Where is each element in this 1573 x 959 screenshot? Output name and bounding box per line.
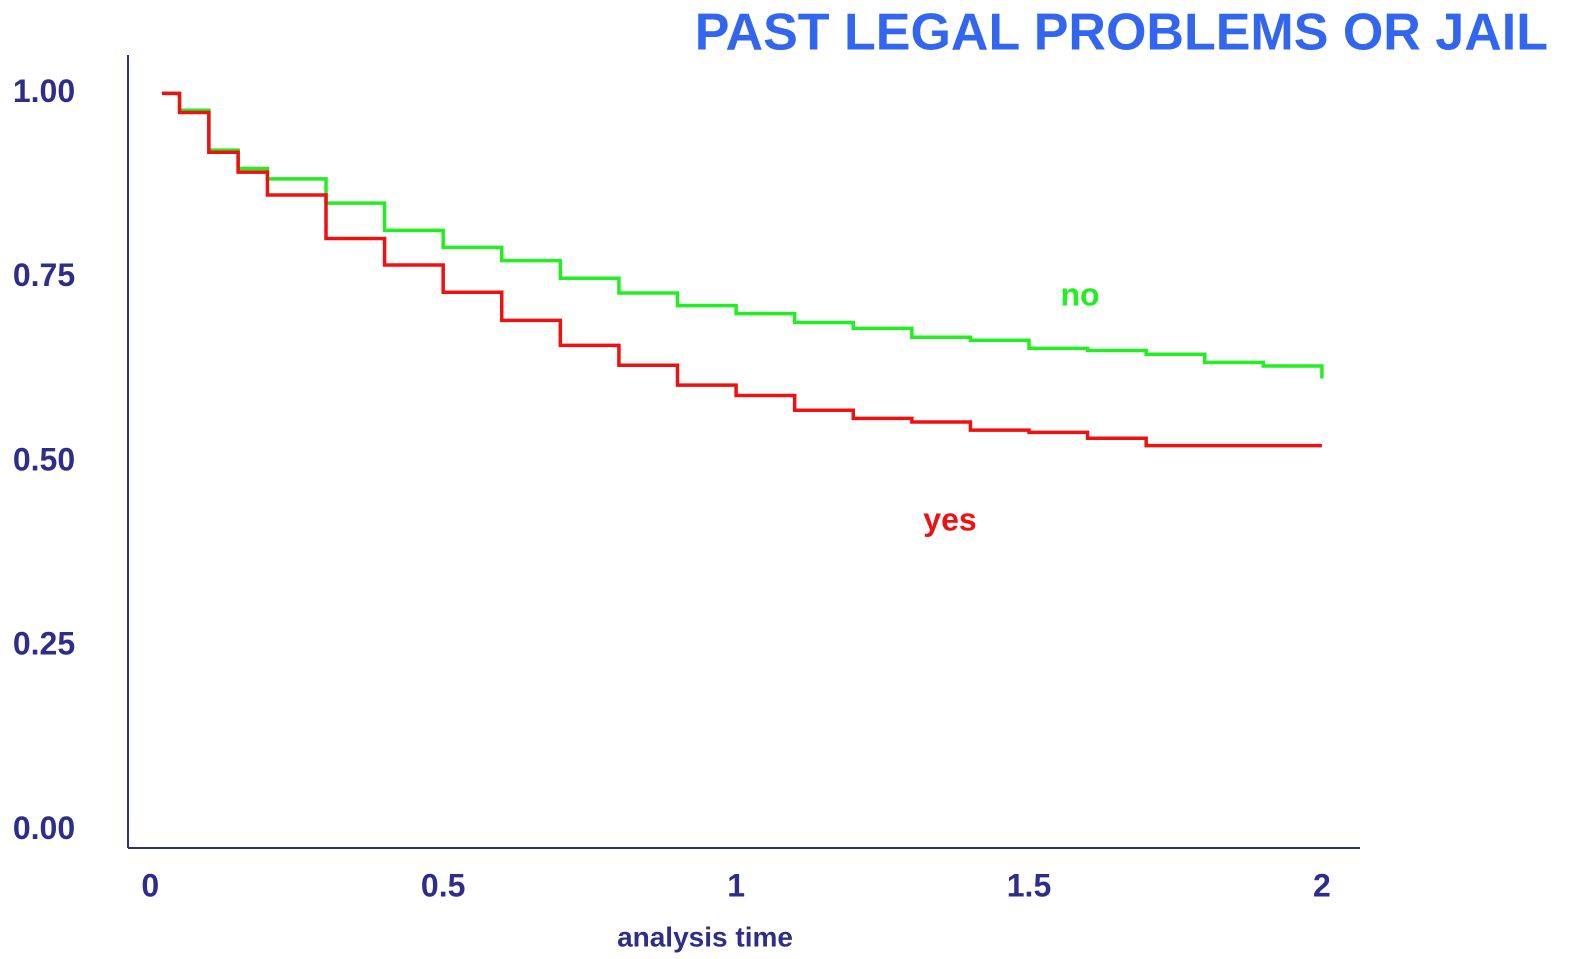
y-tick-label: 0.75 (13, 257, 75, 293)
chart-title: PAST LEGAL PROBLEMS OR JAIL (695, 4, 1548, 62)
survival-line (161, 91, 1322, 448)
x-tick-label: 1.5 (1007, 867, 1051, 903)
y-tick-label: 0.00 (13, 810, 75, 846)
survival-line (161, 91, 1324, 379)
y-tick-label: 0.50 (13, 441, 75, 477)
x-tick-label: 0.5 (421, 867, 465, 903)
x-tick-label: 1 (727, 867, 745, 903)
x-tick-label: 2 (1313, 867, 1331, 903)
series-label: yes (923, 501, 976, 537)
y-tick-label: 1.00 (13, 73, 75, 109)
x-axis-label: analysis time (617, 921, 793, 952)
y-tick-label: 0.25 (13, 626, 75, 662)
series-label: no (1060, 276, 1099, 312)
x-tick-label: 0 (141, 867, 159, 903)
